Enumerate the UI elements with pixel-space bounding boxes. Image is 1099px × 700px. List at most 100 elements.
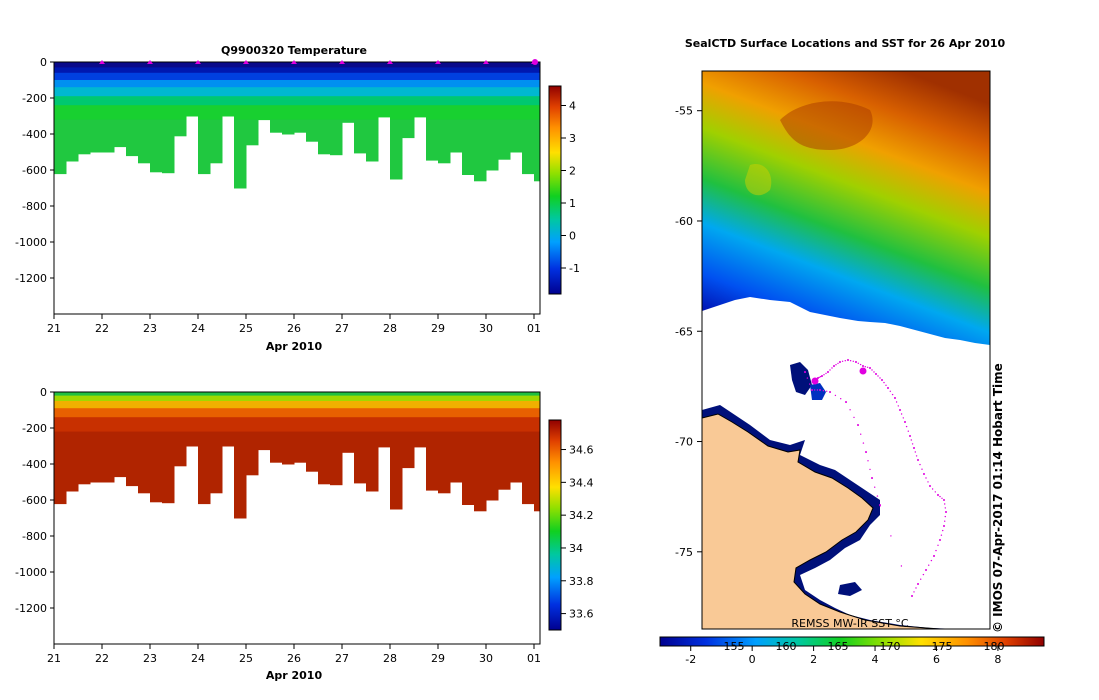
profile-cell (462, 101, 475, 104)
profile-cell (498, 476, 511, 479)
profile-cell (330, 446, 343, 449)
profile-cell (402, 108, 415, 112)
profile-cell (294, 411, 307, 415)
profile-cell (162, 406, 175, 409)
profile-cell (162, 166, 175, 169)
profile-cell (366, 72, 379, 76)
profile-cell (258, 417, 271, 420)
profile-cell (66, 455, 79, 458)
profile-cell (498, 130, 511, 133)
profile-marker (195, 60, 201, 64)
profile-cell (498, 139, 511, 142)
profile-cell (78, 451, 91, 454)
profile-cell (462, 150, 475, 153)
track-point (823, 374, 825, 376)
profile-cell (162, 442, 175, 445)
profile-cell (354, 399, 367, 402)
profile-cell (126, 112, 139, 115)
profile-cell (138, 462, 151, 465)
profile-cell (126, 446, 139, 449)
profile-cell (270, 126, 283, 130)
profile-cell (246, 128, 259, 131)
temperature-section (54, 62, 541, 189)
profile-cell (522, 395, 535, 398)
profile-cell (510, 401, 523, 404)
profile-cell (78, 89, 91, 92)
profile-cell (318, 449, 331, 452)
profile-cell (462, 141, 475, 144)
profile-cell (54, 123, 67, 126)
profile-cell (258, 94, 271, 97)
profile-cell (498, 121, 511, 124)
profile-cell (234, 413, 247, 416)
profile-cell (402, 126, 415, 130)
profile-cell (90, 83, 103, 86)
profile-cell (318, 467, 331, 470)
profile-cell (258, 440, 271, 443)
track-point (922, 573, 925, 576)
profile-cell (234, 148, 247, 151)
profile-cell (234, 438, 247, 442)
profile-cell (114, 429, 127, 433)
profile-cell (438, 471, 451, 474)
profile-cell (66, 485, 79, 488)
profile-cell (462, 489, 475, 492)
profile-cell (498, 74, 511, 77)
profile-cell (402, 130, 415, 133)
profile-cell (162, 500, 175, 503)
profile-cell (402, 431, 415, 434)
profile-cell (390, 153, 403, 157)
profile-cell (342, 83, 355, 86)
profile-cell (438, 485, 451, 488)
profile-cell (438, 489, 451, 492)
profile-cell (66, 474, 79, 478)
track-point (934, 491, 936, 493)
profile-cell (174, 402, 187, 406)
profile-cell (318, 462, 331, 465)
profile-cell (54, 150, 67, 153)
profile-cell (534, 123, 541, 126)
profile-cell (474, 159, 487, 162)
profile-cell (318, 471, 331, 474)
profile-cell (438, 393, 451, 397)
profile-cell (90, 474, 103, 478)
profile-cell (294, 419, 307, 422)
profile-cell (462, 87, 475, 90)
profile-cell (438, 480, 451, 483)
profile-cell (342, 94, 355, 97)
profile-cell (354, 460, 367, 463)
profile-cell (234, 487, 247, 490)
profile-cell (318, 451, 331, 454)
profile-cell (366, 137, 379, 140)
profile-cell (270, 392, 283, 395)
profile-cell (462, 146, 475, 149)
profile-cell (390, 440, 403, 443)
profile-cell (450, 453, 463, 456)
profile-cell (174, 80, 187, 83)
profile-cell (150, 114, 163, 117)
profile-cell (306, 132, 319, 135)
profile-cell (330, 89, 343, 92)
profile-cell (222, 426, 235, 429)
profile-cell (246, 404, 259, 407)
profile-cell (342, 392, 355, 395)
profile-cell (510, 422, 523, 425)
profile-cell (522, 411, 535, 415)
profile-cell (510, 469, 523, 472)
profile-cell (534, 456, 541, 460)
profile-cell (534, 433, 541, 436)
profile-cell (90, 81, 103, 85)
profile-cell (474, 482, 487, 485)
profile-cell (402, 435, 415, 438)
profile-cell (270, 393, 283, 397)
profile-cell (294, 429, 307, 433)
profile-cell (318, 139, 331, 142)
profile-cell (162, 83, 175, 86)
map-title: SealCTD Surface Locations and SST for 26… (685, 37, 1006, 50)
profile-cell (54, 433, 67, 436)
profile-cell (414, 98, 427, 101)
profile-cell (426, 99, 439, 103)
profile-cell (162, 94, 175, 97)
profile-cell (114, 85, 127, 88)
profile-cell (126, 117, 139, 121)
